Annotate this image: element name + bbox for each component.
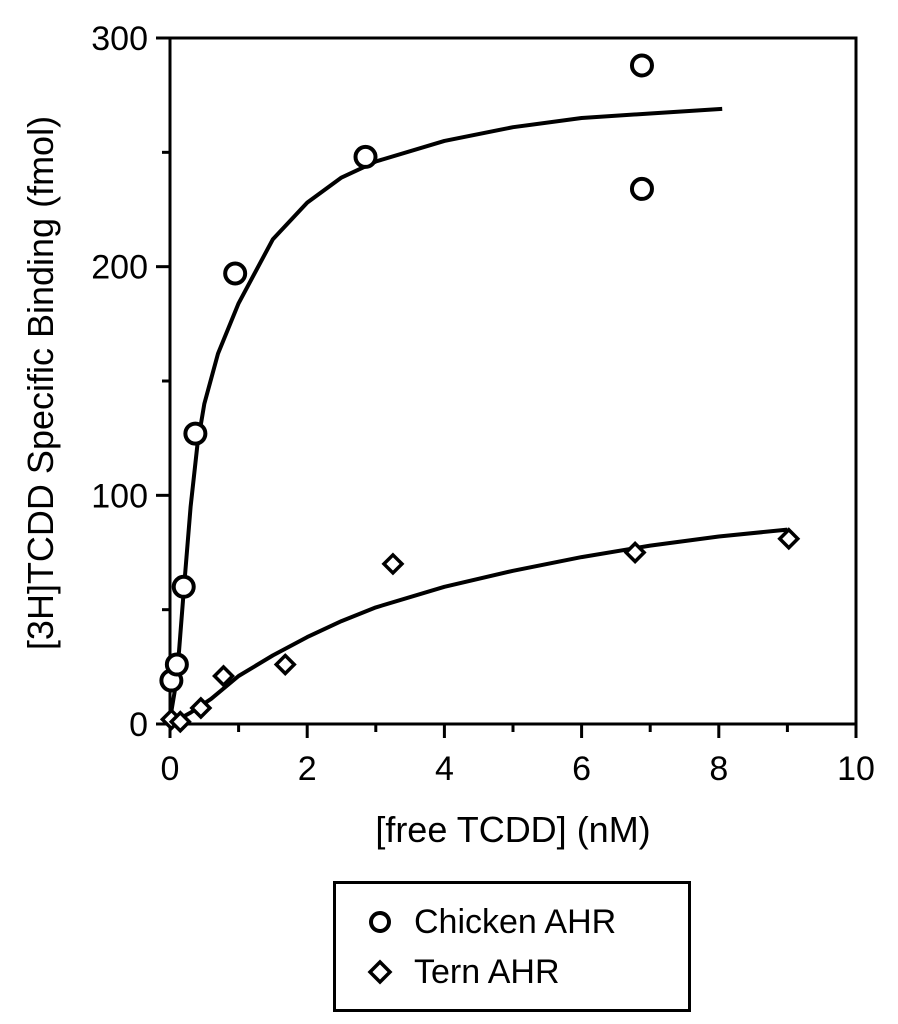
y-tick-label: 300: [91, 20, 148, 58]
diamond-marker-icon: [360, 952, 400, 992]
fit-curve-chicken: [168, 106, 723, 720]
data-point-chicken: [164, 652, 189, 677]
x-tick-label: 10: [837, 750, 875, 788]
x-tick-label: 0: [161, 750, 180, 788]
data-point-chicken: [223, 261, 248, 286]
x-tick-label: 8: [709, 750, 728, 788]
y-tick-label: 100: [91, 477, 148, 515]
data-point-tern: [189, 696, 213, 720]
y-tick-label: 200: [91, 249, 148, 287]
data-point-tern: [623, 541, 647, 564]
legend: Chicken AHR Tern AHR: [333, 881, 691, 1012]
legend-label-tern: Tern AHR: [414, 952, 560, 991]
legend-item-chicken: Chicken AHR: [360, 900, 616, 944]
x-axis-ticks: 0 2 4 6 8 10: [161, 724, 875, 788]
data-points: [159, 53, 801, 734]
x-tick-label: 2: [298, 750, 317, 788]
legend-label-chicken: Chicken AHR: [414, 902, 617, 941]
data-point-tern: [168, 710, 192, 734]
y-axis-ticks: 0 100 200 300: [91, 20, 170, 744]
data-point-chicken: [171, 574, 196, 599]
data-point-chicken: [183, 421, 208, 446]
data-point-chicken: [353, 144, 378, 169]
data-point-tern: [381, 552, 405, 576]
y-axis-title: [3H]TCDD Specific Binding (fmol): [20, 116, 61, 650]
data-point-tern: [777, 527, 801, 551]
plot-frame: [168, 36, 858, 726]
circle-marker-icon: [360, 902, 400, 942]
fit-curve-tern: [169, 527, 788, 726]
legend-item-tern: Tern AHR: [360, 950, 560, 994]
fit-curves: [168, 106, 788, 726]
data-point-chicken: [629, 53, 654, 78]
data-point-chicken: [629, 176, 654, 201]
data-point-tern: [212, 664, 235, 688]
y-tick-label: 0: [129, 706, 148, 744]
x-axis-title: [free TCDD] (nM): [375, 809, 650, 850]
data-point-tern: [273, 653, 297, 677]
x-tick-label: 4: [435, 750, 454, 788]
x-tick-label: 6: [572, 750, 591, 788]
